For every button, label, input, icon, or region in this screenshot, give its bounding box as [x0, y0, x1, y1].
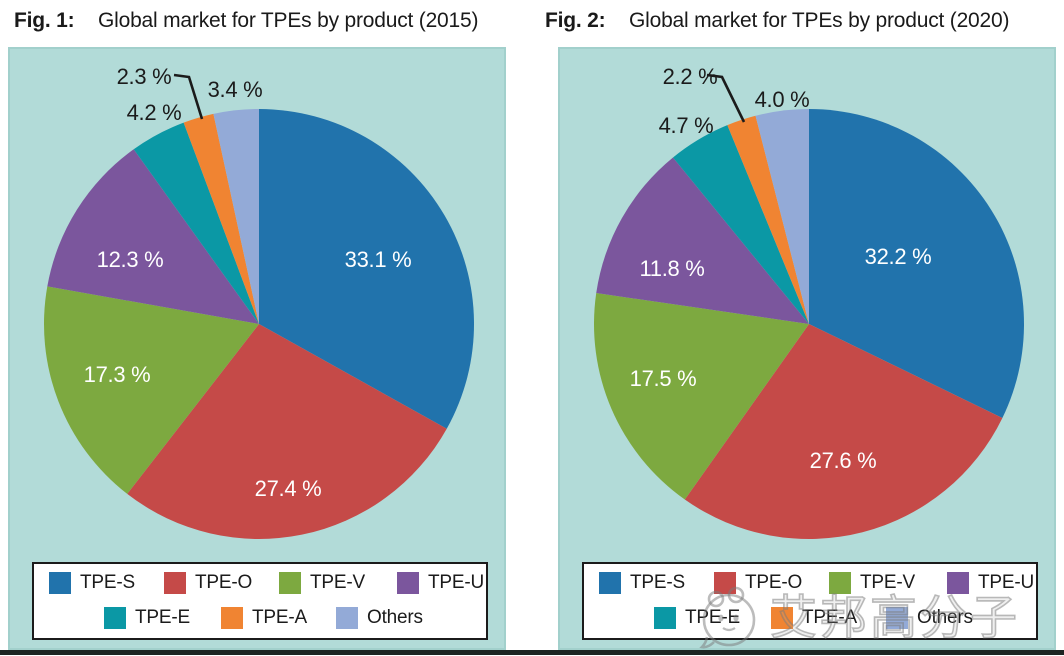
legend-swatch-others	[886, 607, 908, 629]
legend-swatch-tpe-a	[771, 607, 793, 629]
legend-label-tpe-s: TPE-S	[630, 572, 685, 593]
legend-item-tpe-s: TPE-S	[49, 571, 135, 595]
figure-2-title: Global market for TPEs by product (2020)	[629, 9, 1010, 32]
legend-item-tpe-e: TPE-E	[654, 606, 740, 630]
legend-swatch-tpe-s	[599, 572, 621, 594]
pie-chart-2020	[593, 73, 1024, 539]
legend-swatch-tpe-o	[164, 572, 186, 594]
pie-slice-tpe-s	[259, 109, 474, 429]
legend-item-tpe-s: TPE-S	[599, 571, 685, 595]
legend-label-tpe-o: TPE-O	[195, 572, 253, 593]
pie-slice-tpe-e	[673, 125, 809, 324]
figure-1-header: Fig. 1: Global market for TPEs by produc…	[14, 9, 478, 37]
figure-1-title: Global market for TPEs by product (2015)	[98, 9, 479, 32]
legend-label-tpe-o: TPE-O	[745, 572, 803, 593]
legend-label-tpe-s: TPE-S	[80, 572, 135, 593]
legend-label-tpe-a: TPE-A	[802, 607, 857, 628]
legend-swatch-others	[336, 607, 358, 629]
legend-swatch-tpe-v	[279, 572, 301, 594]
legend-swatch-tpe-e	[104, 607, 126, 629]
legend-swatch-tpe-u	[947, 572, 969, 594]
legend-2015: TPE-S TPE-O TPE-V TPE-U TPE-E TPE-A Others	[32, 562, 488, 640]
legend-2020: TPE-S TPE-O TPE-V TPE-U TPE-E TPE-A Others	[582, 562, 1038, 640]
pie-slice-tpe-v	[44, 286, 260, 494]
legend-label-tpe-u: TPE-U	[978, 572, 1035, 593]
figure-1-panel: 33.1 % 27.4 % 17.3 % 12.3 % 4.2 % 2.3 % 3.4 % …	[8, 47, 506, 650]
pie-slice-others	[755, 109, 809, 324]
pie-slice-tpe-a	[727, 115, 809, 324]
legend-item-tpe-e: TPE-E	[104, 606, 190, 630]
legend-swatch-tpe-s	[49, 572, 71, 594]
legend-item-others: Others	[336, 606, 423, 630]
figure-1-label: Fig. 1:	[14, 9, 75, 32]
figure-2-panel: 32.2 % 27.6 % 17.5 % 11.8 % 4.7 % 2.2 % 4.0 % …	[558, 47, 1056, 650]
label-leader-line	[706, 73, 746, 123]
legend-item-tpe-a: TPE-A	[771, 606, 857, 630]
pie-chart-2015	[44, 73, 474, 539]
bottom-rule	[0, 650, 1064, 655]
legend-item-others: Others	[886, 606, 973, 630]
legend-item-tpe-o: TPE-O	[714, 571, 802, 595]
figure-2-label: Fig. 2:	[545, 9, 606, 32]
pie-slice-tpe-u	[47, 149, 259, 324]
legend-swatch-tpe-u	[397, 572, 419, 594]
legend-item-tpe-u: TPE-U	[397, 571, 484, 595]
legend-item-tpe-a: TPE-A	[221, 606, 307, 630]
pie-slice-tpe-e	[133, 122, 259, 324]
legend-label-tpe-u: TPE-U	[428, 572, 485, 593]
pie-slice-tpe-u	[596, 157, 809, 324]
figure-2-header: Fig. 2: Global market for TPEs by produc…	[545, 9, 1009, 37]
pie-slice-tpe-o	[127, 324, 447, 539]
legend-item-tpe-v: TPE-V	[829, 571, 915, 595]
legend-swatch-tpe-e	[654, 607, 676, 629]
legend-swatch-tpe-o	[714, 572, 736, 594]
pie-slice-others	[213, 109, 259, 324]
legend-swatch-tpe-a	[221, 607, 243, 629]
legend-item-tpe-u: TPE-U	[947, 571, 1034, 595]
legend-label-tpe-v: TPE-V	[860, 572, 915, 593]
legend-label-others: Others	[917, 607, 973, 628]
pie-slice-tpe-a	[183, 113, 259, 324]
legend-swatch-tpe-v	[829, 572, 851, 594]
legend-label-tpe-a: TPE-A	[252, 607, 307, 628]
legend-item-tpe-o: TPE-O	[164, 571, 252, 595]
legend-label-tpe-e: TPE-E	[135, 607, 190, 628]
legend-label-others: Others	[367, 607, 423, 628]
legend-label-tpe-v: TPE-V	[310, 572, 365, 593]
pie-slice-tpe-v	[593, 293, 809, 500]
legend-label-tpe-e: TPE-E	[685, 607, 740, 628]
label-leader-line	[173, 73, 204, 120]
pie-slice-tpe-o	[684, 324, 1003, 539]
pie-slice-tpe-s	[809, 109, 1024, 418]
legend-item-tpe-v: TPE-V	[279, 571, 365, 595]
